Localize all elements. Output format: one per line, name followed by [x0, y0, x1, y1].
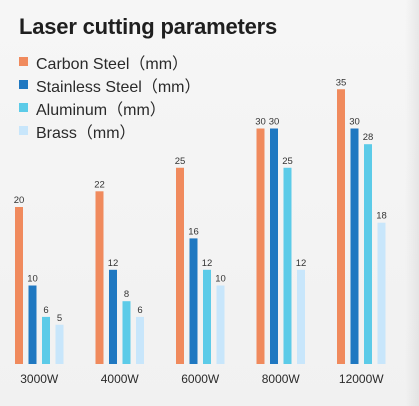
- value-label-brass-4000w: 6: [137, 305, 142, 316]
- value-label-carbon-steel-12000w: 35: [336, 77, 347, 88]
- bar-stainless-steel-6000w: [189, 238, 198, 364]
- bar-aluminum-8000w: [283, 167, 292, 364]
- chart-title: Laser cutting parameters: [19, 14, 278, 39]
- legend-item-brass: Brass（mm）: [19, 119, 201, 142]
- bar-aluminum-12000w: [364, 144, 372, 364]
- value-label-carbon-steel-4000w: 22: [94, 179, 105, 190]
- category-label-3000w: 3000W: [20, 372, 59, 386]
- legend-label-carbon-steel: Carbon Steel（mm）: [36, 55, 189, 73]
- bar-aluminum-4000w: [122, 301, 131, 364]
- legend-item-stainless-steel: Stainless Steel（mm）: [19, 73, 201, 96]
- legend-label-brass: Brass（mm）: [36, 124, 136, 142]
- bar-stainless-steel-12000w: [350, 128, 359, 364]
- value-label-brass-12000w: 18: [376, 211, 387, 222]
- value-label-brass-6000w: 10: [215, 274, 226, 285]
- value-label-aluminum-4000w: 8: [124, 289, 129, 300]
- value-label-stainless-steel-6000w: 16: [188, 226, 199, 237]
- legend-item-aluminum: Aluminum（mm）: [19, 96, 201, 119]
- bar-stainless-steel-3000w: [28, 285, 37, 364]
- bar-carbon-steel-3000w: [15, 207, 23, 364]
- category-label-8000w: 8000W: [262, 372, 301, 386]
- category-label-6000w: 6000W: [181, 372, 220, 386]
- value-label-aluminum-12000w: 28: [363, 132, 374, 143]
- value-label-stainless-steel-12000w: 30: [349, 117, 360, 128]
- legend-swatch-carbon-steel: [19, 57, 28, 66]
- bar-brass-12000w: [377, 222, 386, 364]
- category-label-12000w: 12000W: [339, 372, 384, 386]
- bar-brass-3000w: [55, 324, 64, 364]
- category-label-4000w: 4000W: [101, 372, 140, 386]
- bar-carbon-steel-4000w: [95, 191, 104, 364]
- value-label-stainless-steel-4000w: 12: [108, 258, 119, 269]
- legend-label-stainless-steel: Stainless Steel（mm）: [36, 78, 201, 96]
- bar-stainless-steel-4000w: [109, 269, 117, 364]
- bar-brass-8000w: [297, 269, 305, 364]
- value-label-brass-8000w: 12: [296, 258, 307, 269]
- bar-brass-4000w: [136, 316, 144, 364]
- bar-aluminum-6000w: [203, 269, 211, 364]
- bar-aluminum-3000w: [42, 316, 50, 364]
- legend-swatch-brass: [19, 126, 28, 135]
- value-label-carbon-steel-6000w: 25: [175, 156, 186, 167]
- legend-swatch-stainless-steel: [19, 80, 28, 89]
- legend-item-carbon-steel: Carbon Steel（mm）: [19, 50, 201, 73]
- value-label-aluminum-3000w: 6: [43, 305, 48, 316]
- legend: Carbon Steel（mm） Stainless Steel（mm） Alu…: [19, 50, 201, 142]
- bar-carbon-steel-12000w: [337, 89, 345, 364]
- value-label-stainless-steel-3000w: 10: [27, 274, 38, 285]
- bar-stainless-steel-8000w: [270, 128, 278, 364]
- value-label-carbon-steel-8000w: 30: [255, 117, 266, 128]
- value-label-aluminum-8000w: 25: [282, 156, 293, 167]
- bar-carbon-steel-8000w: [256, 128, 265, 364]
- bar-carbon-steel-6000w: [176, 167, 184, 364]
- legend-label-aluminum: Aluminum（mm）: [36, 101, 166, 119]
- value-label-stainless-steel-8000w: 30: [269, 117, 280, 128]
- legend-swatch-aluminum: [19, 103, 28, 112]
- value-label-aluminum-6000w: 12: [202, 258, 213, 269]
- bar-brass-6000w: [216, 285, 225, 364]
- value-label-carbon-steel-3000w: 20: [14, 195, 25, 206]
- value-label-brass-3000w: 5: [57, 313, 62, 324]
